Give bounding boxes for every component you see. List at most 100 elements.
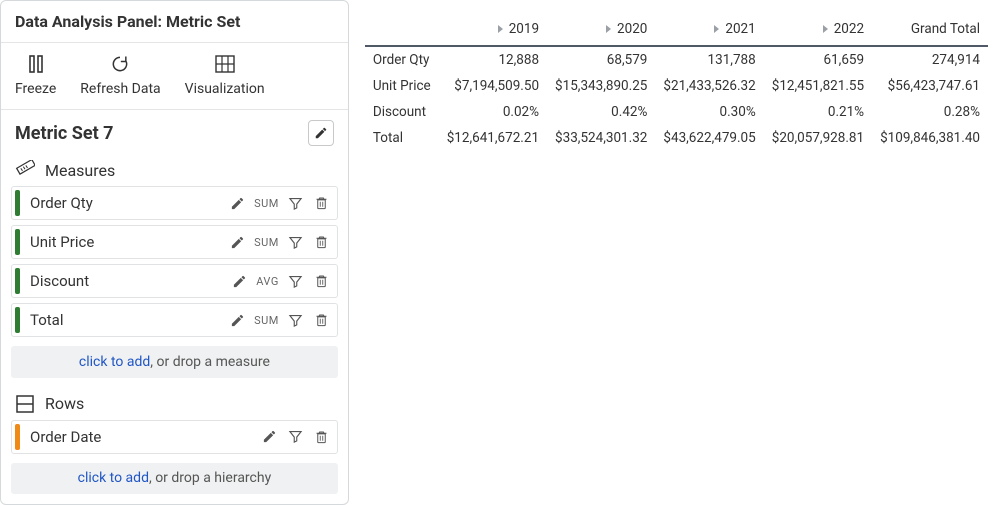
- measures-list: Order Qty SUM Unit Price SUM Discount AVG Tota…: [1, 186, 348, 342]
- pivot-cell: $12,641,672.21: [439, 125, 547, 151]
- measure-color-bar: [15, 307, 20, 333]
- measure-chip-label: Unit Price: [30, 233, 228, 251]
- measure-chip[interactable]: Discount AVG: [11, 264, 338, 298]
- pivot-row: Unit Price$7,194,509.50$15,343,890.25$21…: [365, 73, 988, 99]
- pivot-cell: 12,888: [439, 46, 547, 73]
- year-header[interactable]: 2019: [439, 16, 547, 46]
- metric-panel: Data Analysis Panel: Metric Set Freeze R…: [0, 0, 349, 505]
- metric-set-title: Metric Set 7: [15, 123, 113, 144]
- expand-icon[interactable]: [498, 25, 503, 33]
- grid-icon: [214, 53, 236, 75]
- aggregation-label[interactable]: AVG: [256, 275, 279, 288]
- freeze-label: Freeze: [15, 81, 56, 97]
- filter-icon[interactable]: [287, 194, 305, 212]
- pivot-cell: $15,343,890.25: [547, 73, 655, 99]
- ruler-icon: [15, 160, 35, 180]
- edit-icon[interactable]: [261, 428, 279, 446]
- expand-icon[interactable]: [714, 25, 719, 33]
- year-label: 2021: [725, 21, 755, 37]
- pivot-row-label: Unit Price: [365, 73, 439, 99]
- measures-header: Measures: [1, 154, 348, 186]
- aggregation-label[interactable]: SUM: [254, 314, 279, 327]
- expand-icon[interactable]: [823, 25, 828, 33]
- measure-chip-label: Order Qty: [30, 194, 228, 212]
- trash-icon[interactable]: [313, 194, 331, 212]
- year-header[interactable]: 2020: [547, 16, 655, 46]
- filter-icon[interactable]: [287, 233, 305, 251]
- pivot-row-label: Order Qty: [365, 46, 439, 73]
- rows-dropzone[interactable]: click to add, or drop a hierarchy: [11, 463, 338, 495]
- pivot-area: 2019 2020 2021 2022 Grand Total Order Qty12,…: [349, 0, 1000, 505]
- year-label: 2022: [834, 21, 864, 37]
- rows-list: Order Date: [1, 420, 348, 459]
- year-header[interactable]: 2022: [764, 16, 872, 46]
- measure-chip[interactable]: Unit Price SUM: [11, 225, 338, 259]
- edit-icon[interactable]: [228, 194, 246, 212]
- pivot-row-total: $109,846,381.40: [872, 125, 988, 151]
- pivot-row: Order Qty12,88868,579131,78861,659274,91…: [365, 46, 988, 73]
- expand-icon[interactable]: [606, 25, 611, 33]
- pivot-corner: [365, 16, 439, 46]
- filter-icon[interactable]: [287, 272, 305, 290]
- rows-add-link[interactable]: click to add: [78, 470, 149, 486]
- pivot-cell: $20,057,928.81: [764, 125, 872, 151]
- pivot-row-total: 0.28%: [872, 99, 988, 125]
- edit-icon[interactable]: [228, 311, 246, 329]
- pause-icon: [25, 53, 47, 75]
- measure-chip-label: Discount: [30, 272, 230, 290]
- aggregation-label[interactable]: SUM: [254, 197, 279, 210]
- trash-icon[interactable]: [313, 272, 331, 290]
- trash-icon[interactable]: [313, 311, 331, 329]
- measure-chip[interactable]: TotalSUM: [11, 303, 338, 337]
- pivot-cell: $21,433,526.32: [655, 73, 763, 99]
- pivot-cell: $7,194,509.50: [439, 73, 547, 99]
- pivot-row: Discount0.02%0.42%0.30%0.21%0.28%: [365, 99, 988, 125]
- panel-title: Data Analysis Panel: Metric Set: [1, 1, 348, 43]
- pivot-cell: 0.42%: [547, 99, 655, 125]
- refresh-button[interactable]: Refresh Data: [80, 53, 160, 97]
- visualization-button[interactable]: Visualization: [185, 53, 265, 97]
- pivot-row-label: Total: [365, 125, 439, 151]
- refresh-icon: [109, 53, 131, 75]
- measures-dropzone[interactable]: click to add, or drop a measure: [11, 346, 338, 378]
- measure-color-bar: [15, 229, 20, 255]
- aggregation-label[interactable]: SUM: [254, 236, 279, 249]
- pivot-cell: 131,788: [655, 46, 763, 73]
- pivot-row-total: $56,423,747.61: [872, 73, 988, 99]
- filter-icon[interactable]: [287, 311, 305, 329]
- edit-icon[interactable]: [230, 272, 248, 290]
- panel-toolbar: Freeze Refresh Data Visualization: [1, 43, 348, 110]
- measures-label: Measures: [45, 161, 115, 180]
- measures-drop-text: , or drop a measure: [150, 354, 270, 370]
- filter-icon[interactable]: [287, 428, 305, 446]
- pivot-cell: 68,579: [547, 46, 655, 73]
- row-chip[interactable]: Order Date: [11, 420, 338, 454]
- measure-color-bar: [15, 268, 20, 294]
- year-label: 2019: [509, 21, 539, 37]
- pivot-row: Total$12,641,672.21$33,524,301.32$43,622…: [365, 125, 988, 151]
- measure-chip[interactable]: Order Qty SUM: [11, 186, 338, 220]
- rows-header: Rows: [1, 388, 348, 420]
- trash-icon[interactable]: [313, 233, 331, 251]
- rows-label: Rows: [45, 394, 84, 413]
- rename-button[interactable]: [308, 120, 334, 146]
- pivot-cell: $33,524,301.32: [547, 125, 655, 151]
- grand-total-header: Grand Total: [872, 16, 988, 46]
- pivot-cell: $43,622,479.05: [655, 125, 763, 151]
- pivot-cell: 61,659: [764, 46, 872, 73]
- year-header[interactable]: 2021: [655, 16, 763, 46]
- pivot-cell: 0.30%: [655, 99, 763, 125]
- freeze-button[interactable]: Freeze: [15, 53, 56, 97]
- measures-add-link[interactable]: click to add: [79, 354, 150, 370]
- metric-set-header: Metric Set 7: [1, 110, 348, 154]
- pivot-row-total: 274,914: [872, 46, 988, 73]
- trash-icon[interactable]: [313, 428, 331, 446]
- pencil-square-icon: [314, 126, 328, 140]
- pivot-row-label: Discount: [365, 99, 439, 125]
- pivot-cell: $12,451,821.55: [764, 73, 872, 99]
- row-color-bar: [15, 424, 20, 450]
- measure-color-bar: [15, 190, 20, 216]
- rows-drop-text: , or drop a hierarchy: [149, 470, 271, 486]
- pivot-cell: 0.02%: [439, 99, 547, 125]
- edit-icon[interactable]: [228, 233, 246, 251]
